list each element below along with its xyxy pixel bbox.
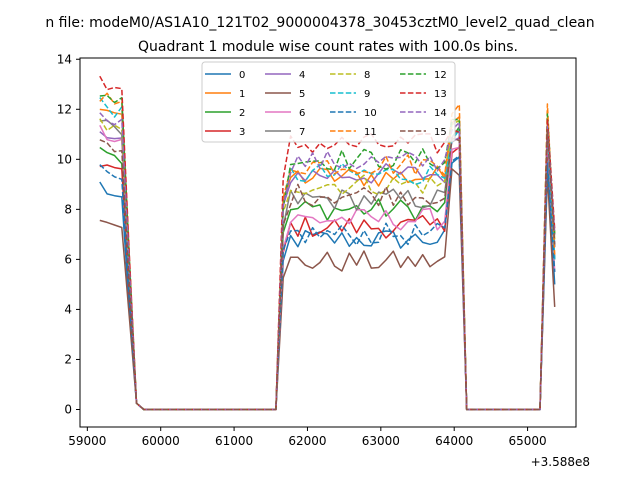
legend-label: 14 <box>434 108 447 119</box>
legend-label: 9 <box>364 89 370 100</box>
y-tick-label: 6 <box>64 252 72 266</box>
y-tick-label: 12 <box>57 102 72 116</box>
y-axis: 0 2 4 6 8 10 12 14 <box>57 52 80 416</box>
x-tick-label: 65000 <box>508 434 546 448</box>
legend-label: 1 <box>239 89 245 100</box>
legend-label: 6 <box>299 108 305 119</box>
x-tick-label: 63000 <box>362 434 400 448</box>
y-tick-label: 8 <box>64 202 72 216</box>
legend-label: 2 <box>239 108 245 119</box>
series-line-13 <box>99 75 556 411</box>
series-line-4 <box>99 131 556 411</box>
legend-label: 13 <box>434 89 447 100</box>
legend-label: 0 <box>239 70 245 81</box>
series-line-7 <box>99 119 556 411</box>
series-line-10 <box>99 155 556 411</box>
x-tick-label: 62000 <box>288 434 326 448</box>
legend-label: 11 <box>364 127 377 138</box>
y-tick-label: 10 <box>57 152 72 166</box>
series-line-15 <box>99 129 556 411</box>
chart-suptitle: n file: modeM0/AS1A10_121T02_9000004378_… <box>45 15 594 31</box>
x-tick-label: 64000 <box>435 434 473 448</box>
legend-label: 4 <box>299 70 305 81</box>
y-tick-label: 4 <box>64 302 72 316</box>
legend-label: 15 <box>434 127 447 138</box>
legend-box <box>201 61 456 143</box>
series-line-3 <box>99 142 556 411</box>
x-offset-label: +3.588e8 <box>531 455 590 469</box>
series-layer <box>99 75 556 411</box>
plot-frame <box>79 57 577 428</box>
x-tick-label: 61000 <box>215 434 253 448</box>
chart-title: Quadrant 1 module wise count rates with … <box>138 39 518 55</box>
y-tick-label: 2 <box>64 352 72 366</box>
y-tick-label: 0 <box>64 402 72 416</box>
legend-label: 7 <box>299 127 305 138</box>
series-line-14 <box>99 112 556 411</box>
legend-label: 10 <box>364 108 377 119</box>
series-line-5 <box>99 168 556 411</box>
legend-label: 12 <box>434 70 447 81</box>
legend-label: 8 <box>364 70 370 81</box>
legend-label: 5 <box>299 89 305 100</box>
y-tick-label: 14 <box>57 52 72 66</box>
series-line-0 <box>99 156 556 411</box>
x-axis: 59000 60000 61000 62000 63000 64000 65000 <box>68 427 547 448</box>
series-line-1 <box>99 108 556 411</box>
x-tick-label: 60000 <box>142 434 180 448</box>
legend-label: 3 <box>239 127 245 138</box>
x-tick-label: 59000 <box>68 434 106 448</box>
